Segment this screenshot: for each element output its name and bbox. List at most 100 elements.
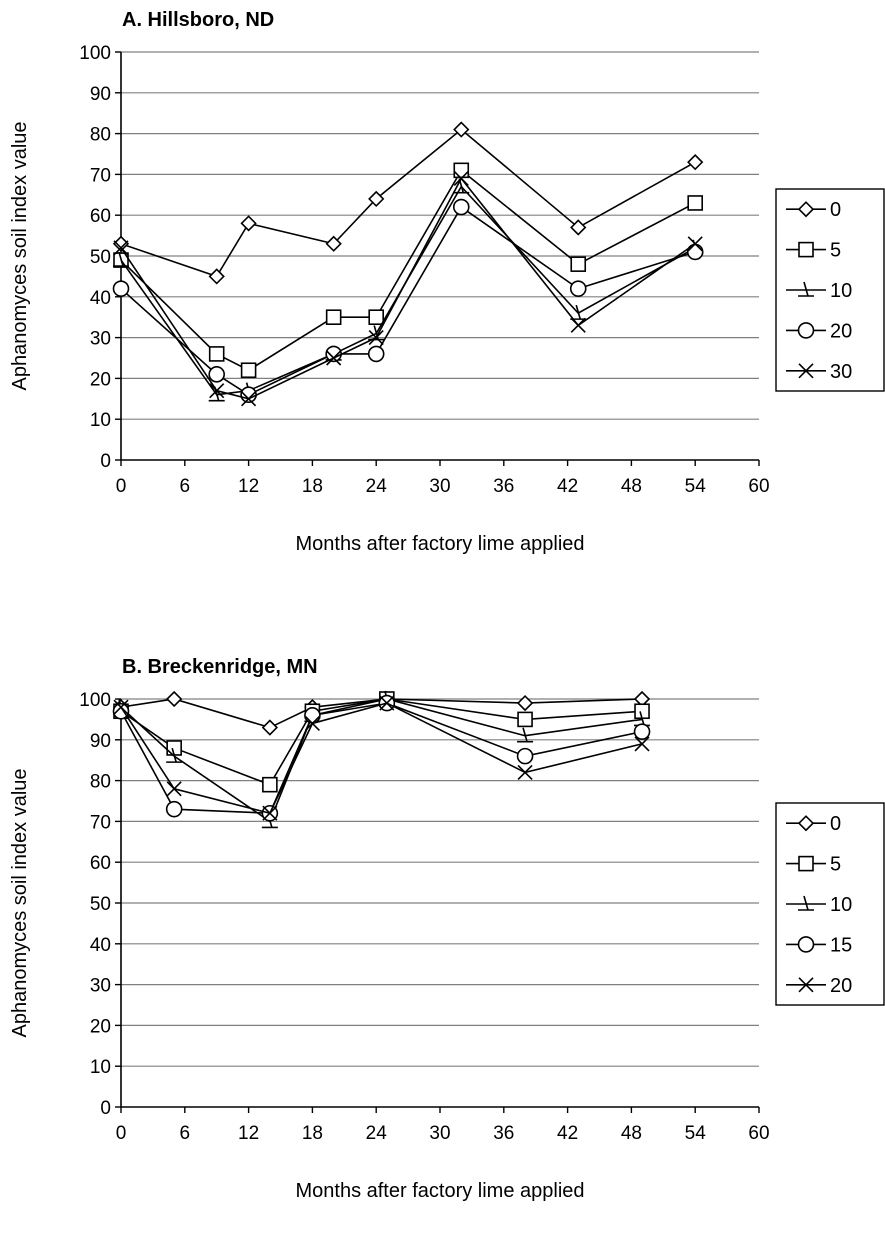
data-point [261, 719, 278, 736]
y-tick-label: 10 [90, 410, 111, 431]
data-point [517, 764, 533, 781]
legend-marker [798, 241, 814, 258]
data-point [517, 711, 533, 728]
legend-marker [797, 815, 815, 832]
x-tick-label: 48 [621, 1123, 642, 1144]
data-point [368, 190, 385, 208]
legend-marker [798, 363, 814, 379]
x-tick-label: 0 [116, 476, 127, 497]
legend-marker [798, 855, 814, 872]
legend-label: 10 [830, 280, 852, 302]
series-line [120, 205, 696, 396]
data-point [325, 309, 342, 326]
data-point [112, 280, 130, 297]
legend: 0 5 10 20 30 [775, 188, 885, 392]
series-line [120, 698, 643, 786]
data-point [304, 707, 321, 724]
x-tick-label: 60 [748, 1123, 769, 1144]
data-point [166, 690, 183, 708]
data-point [687, 236, 703, 252]
data-point [166, 781, 182, 797]
y-tick-label: 80 [90, 772, 111, 793]
x-tick-label: 0 [116, 1123, 127, 1144]
legend-label: 10 [830, 894, 852, 916]
series-line [120, 128, 696, 278]
data-point [208, 268, 225, 285]
x-tick-label: 60 [748, 476, 769, 497]
legend-marker [798, 895, 814, 911]
data-point [516, 747, 534, 765]
data-point [325, 235, 342, 252]
legend-label: 5 [830, 240, 841, 262]
x-tick-label: 6 [180, 1123, 191, 1144]
chart-title: A. Hillsboro, ND [122, 9, 274, 31]
series-30 [113, 170, 703, 407]
gridlines [121, 51, 759, 420]
data-point [208, 346, 225, 362]
x-tick-label: 12 [238, 476, 259, 497]
legend-label: 5 [830, 854, 841, 876]
data-point [112, 702, 130, 720]
x-tick-label: 36 [493, 1123, 514, 1144]
y-tick-label: 90 [90, 84, 111, 105]
legend-marker [798, 281, 814, 297]
y-tick-label: 50 [90, 894, 111, 915]
data-point [517, 727, 534, 743]
y-tick-label: 40 [90, 288, 111, 309]
data-point [516, 694, 534, 712]
y-tick-label: 80 [90, 125, 111, 146]
y-tick-label: 40 [90, 935, 111, 956]
data-point [113, 699, 129, 715]
chart-breckenridge: B. Breckenridge, MN010203040506070809010… [9, 656, 885, 1202]
data-point [687, 195, 704, 211]
data-point [325, 345, 342, 363]
data-point [570, 256, 587, 272]
data-point [687, 154, 704, 171]
data-point [113, 251, 129, 267]
x-tick-label: 18 [302, 476, 323, 497]
y-tick-label: 100 [79, 690, 111, 711]
legend: 0 5 10 15 20 [775, 802, 885, 1006]
y-tick-label: 50 [90, 247, 111, 268]
x-tick-label: 18 [302, 1123, 323, 1144]
x-tick-label: 30 [429, 1123, 450, 1144]
series-5 [113, 162, 704, 379]
y-tick-label: 100 [79, 43, 111, 64]
legend-marker [797, 322, 815, 339]
data-point [113, 240, 129, 256]
legend-marker [797, 201, 815, 218]
legend-label: 0 [830, 813, 841, 835]
data-point [262, 805, 278, 821]
x-tick-label: 6 [180, 476, 191, 497]
data-point [240, 215, 257, 232]
series-10 [113, 690, 651, 829]
y-tick-label: 20 [90, 369, 111, 390]
x-tick-label: 24 [366, 1123, 388, 1144]
y-axis-label: Aphanomyces soil index value [9, 768, 31, 1037]
x-axis-label: Months after factory lime applied [295, 1180, 584, 1202]
legend-label: 20 [830, 320, 852, 342]
data-point [240, 386, 257, 404]
y-axis-label: Aphanomyces soil index value [9, 121, 31, 390]
data-point [453, 170, 469, 187]
data-point [453, 121, 470, 138]
data-point [112, 235, 130, 252]
data-point [368, 330, 384, 346]
data-point [379, 695, 395, 711]
y-tick-label: 30 [90, 976, 111, 997]
data-point [453, 162, 470, 179]
series-0 [112, 121, 704, 285]
y-tick-label: 70 [90, 812, 111, 833]
data-point [570, 317, 586, 333]
data-point [570, 219, 587, 236]
data-point [165, 800, 183, 818]
data-point [326, 350, 342, 366]
x-tick-label: 48 [621, 476, 642, 497]
data-point [208, 366, 225, 383]
series-line [120, 185, 696, 396]
legend-label: 15 [830, 934, 852, 956]
legend-label: 20 [830, 975, 852, 997]
data-point [166, 747, 183, 763]
legend-marker [798, 977, 814, 993]
